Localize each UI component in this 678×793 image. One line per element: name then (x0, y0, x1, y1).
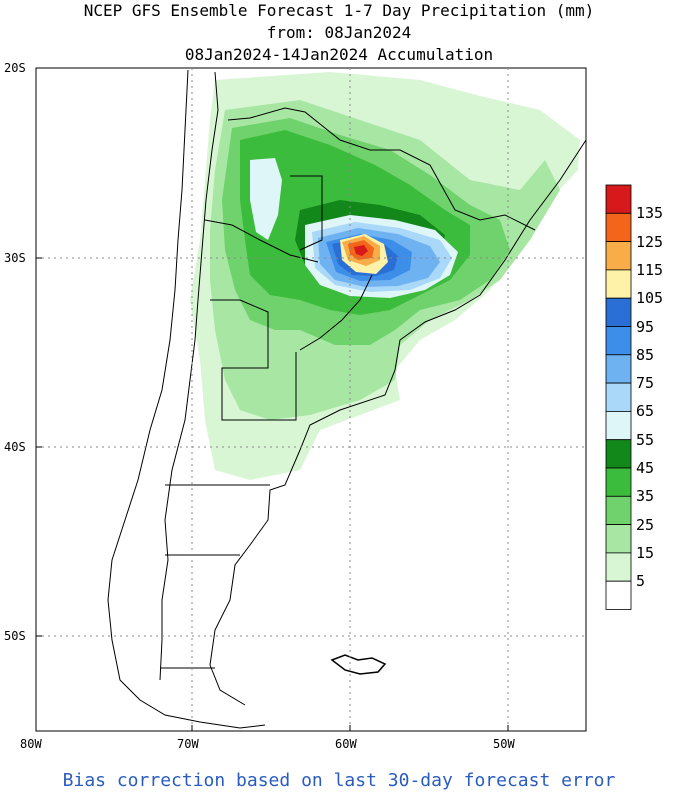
province-border-2 (204, 219, 319, 263)
colorbar-label: 15 (636, 543, 655, 562)
bias-correction-note: Bias correction based on last 30-day for… (62, 770, 616, 791)
colorbar-label: 45 (636, 459, 655, 477)
lat-label-20s: 20S (4, 61, 26, 75)
colorbar-swatch (605, 269, 632, 299)
lon-label-50w: 50W (493, 737, 515, 751)
colorbar-label: 125 (636, 232, 664, 251)
colorbar-swatch (605, 241, 632, 271)
tick-marks (35, 67, 509, 731)
andes-border (159, 71, 219, 681)
province-border-1 (290, 175, 323, 251)
colorbar (605, 184, 632, 610)
province-border-4 (299, 274, 373, 351)
province-border-3 (210, 299, 297, 421)
falkland-islands (330, 654, 387, 675)
lat-label-50s: 50S (4, 629, 26, 643)
accumulation-period: 08Jan2024-14Jan2024 Accumulation (184, 45, 494, 64)
colorbar-swatch (605, 326, 632, 356)
precip-135mm-region (354, 245, 368, 256)
precip-dry-pocket (250, 158, 282, 240)
coastlines (107, 69, 587, 729)
colorbar-label: 25 (636, 515, 655, 534)
colorbar-swatch (605, 297, 632, 327)
colorbar-label: 115 (636, 260, 664, 279)
lat-label-40s: 40S (4, 440, 26, 454)
colorbar-swatch (605, 467, 632, 497)
colorbar-swatch (605, 184, 632, 214)
colorbar-label: 35 (636, 487, 655, 506)
lon-label-80w: 80W (20, 737, 42, 751)
colorbar-swatch (605, 495, 632, 525)
colorbar-swatch (605, 382, 632, 412)
colorbar-swatch (605, 439, 632, 469)
colorbar-swatch (605, 580, 632, 610)
lon-label-70w: 70W (177, 737, 199, 751)
forecast-start-date: from: 08Jan2024 (266, 23, 412, 42)
atlantic-coastline (209, 139, 587, 706)
colorbar-label: 95 (636, 317, 655, 336)
pacific-coastline (107, 69, 266, 729)
colorbar-label: 75 (636, 374, 655, 393)
colorbar-label: 65 (636, 402, 655, 421)
colorbar-swatch (605, 552, 632, 582)
map-title: NCEP GFS Ensemble Forecast 1-7 Day Preci… (83, 1, 595, 20)
lat-label-30s: 30S (4, 251, 26, 265)
northern-borders (227, 107, 536, 231)
colorbar-label: 85 (636, 345, 655, 364)
colorbar-label: 135 (636, 204, 664, 223)
graticule (36, 68, 586, 731)
colorbar-label: 105 (636, 289, 664, 308)
lon-label-60w: 60W (335, 737, 357, 751)
colorbar-label: 55 (636, 430, 655, 449)
colorbar-swatch (605, 212, 632, 243)
colorbar-label: 5 (636, 572, 646, 591)
colorbar-swatch (605, 524, 632, 554)
colorbar-swatch (605, 410, 632, 441)
colorbar-swatch (605, 354, 632, 384)
